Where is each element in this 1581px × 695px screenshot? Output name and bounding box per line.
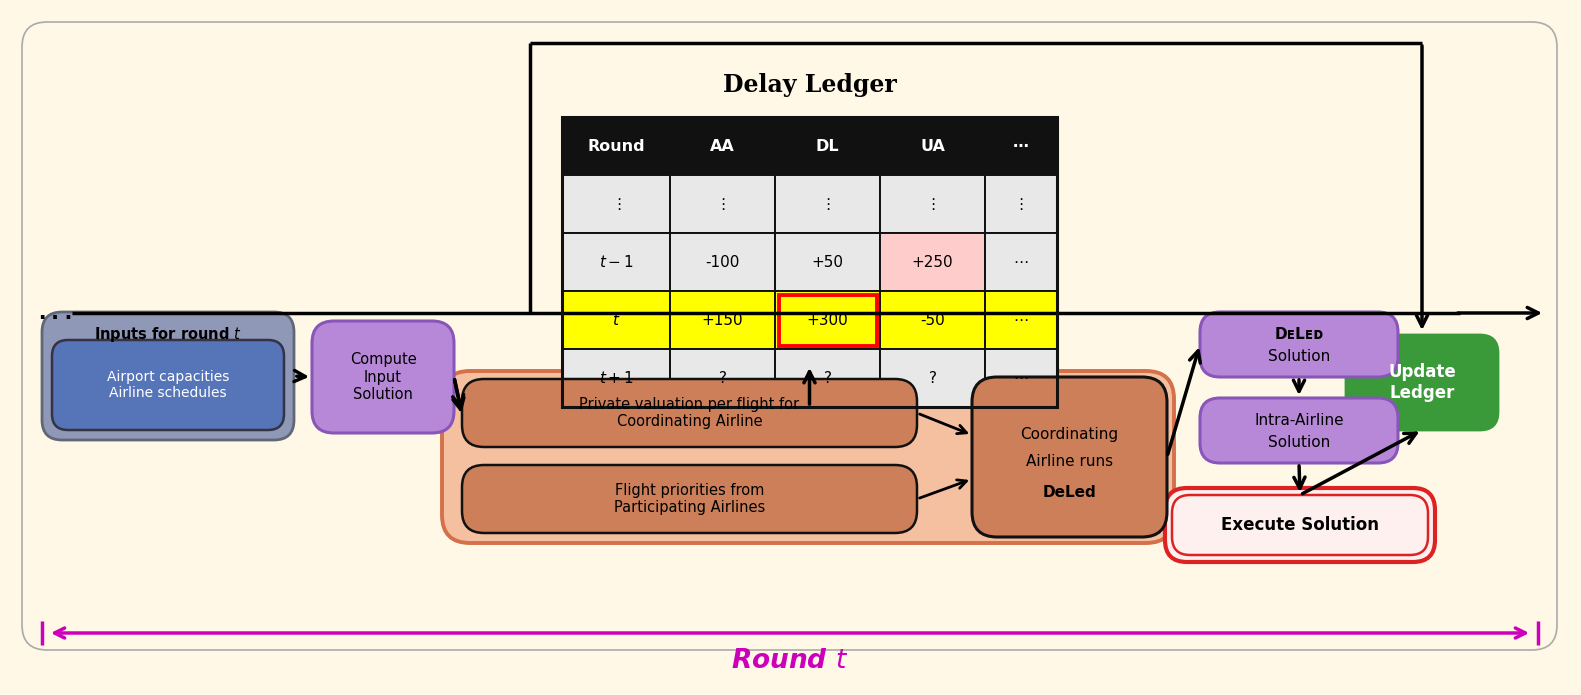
Text: ⋯: ⋯: [1013, 254, 1029, 270]
Text: ?: ?: [928, 370, 936, 386]
Text: ⋮: ⋮: [1013, 197, 1029, 211]
Text: +250: +250: [912, 254, 953, 270]
Text: Round $t$: Round $t$: [732, 648, 849, 674]
Bar: [670, 175, 775, 233]
Bar: [881, 233, 985, 291]
Text: $t-1$: $t-1$: [599, 254, 634, 270]
Text: ⋮: ⋮: [715, 197, 730, 211]
Text: Airport capacities
Airline schedules: Airport capacities Airline schedules: [108, 370, 229, 400]
FancyBboxPatch shape: [972, 377, 1167, 537]
Bar: [985, 175, 1058, 233]
Text: Coordinating: Coordinating: [1020, 427, 1119, 443]
Text: Private valuation per flight for
Coordinating Airline: Private valuation per flight for Coordin…: [580, 397, 800, 430]
Text: $t$: $t$: [612, 312, 620, 328]
Text: Intra-Airline: Intra-Airline: [1254, 413, 1344, 428]
Text: Airline runs: Airline runs: [1026, 455, 1113, 470]
Text: AA: AA: [710, 138, 735, 154]
Text: +50: +50: [811, 254, 844, 270]
FancyBboxPatch shape: [1345, 335, 1499, 430]
FancyBboxPatch shape: [52, 340, 285, 430]
Bar: [881, 349, 985, 407]
Text: ⋯: ⋯: [1013, 138, 1029, 154]
Text: DeLed: DeLed: [1042, 484, 1096, 500]
Bar: [561, 117, 670, 175]
Text: ⋮: ⋮: [925, 197, 941, 211]
Text: ⋯: ⋯: [1013, 370, 1029, 386]
Bar: [775, 117, 881, 175]
Bar: [775, 349, 881, 407]
FancyBboxPatch shape: [1200, 398, 1398, 463]
Bar: [670, 291, 775, 349]
Text: Solution: Solution: [1268, 435, 1330, 450]
Bar: [775, 233, 881, 291]
Text: Compute
Input
Solution: Compute Input Solution: [349, 352, 416, 402]
Text: Solution: Solution: [1268, 349, 1330, 364]
Text: $\vdots$: $\vdots$: [610, 196, 621, 212]
Bar: [670, 349, 775, 407]
Text: Round: Round: [587, 138, 645, 154]
Text: ?: ?: [824, 370, 832, 386]
FancyBboxPatch shape: [462, 465, 917, 533]
FancyBboxPatch shape: [43, 312, 294, 440]
Text: Inputs for round $t$: Inputs for round $t$: [93, 325, 242, 343]
Bar: [881, 291, 985, 349]
Bar: [985, 349, 1058, 407]
FancyBboxPatch shape: [22, 22, 1557, 650]
Text: DᴇLᴇᴅ: DᴇLᴇᴅ: [1274, 327, 1323, 342]
Text: Flight priorities from
Participating Airlines: Flight priorities from Participating Air…: [613, 483, 765, 515]
Text: Update
Ledger: Update Ledger: [1388, 363, 1456, 402]
Text: -50: -50: [920, 313, 945, 327]
Text: DL: DL: [816, 138, 840, 154]
FancyBboxPatch shape: [1200, 312, 1398, 377]
Text: Execute Solution: Execute Solution: [1221, 516, 1379, 534]
Bar: [985, 291, 1058, 349]
FancyBboxPatch shape: [311, 321, 454, 433]
Text: ...: ...: [35, 303, 74, 323]
Bar: [778, 295, 876, 345]
Bar: [775, 291, 881, 349]
FancyBboxPatch shape: [443, 371, 1175, 543]
Bar: [775, 175, 881, 233]
Text: ⋮: ⋮: [821, 197, 835, 211]
FancyBboxPatch shape: [1172, 495, 1428, 555]
Text: ⋯: ⋯: [1013, 313, 1029, 327]
Bar: [561, 233, 670, 291]
Bar: [561, 175, 670, 233]
Text: Delay Ledger: Delay Ledger: [723, 73, 896, 97]
Bar: [561, 117, 1058, 407]
Text: $t+1$: $t+1$: [599, 370, 634, 386]
Text: +150: +150: [702, 313, 743, 327]
Bar: [985, 117, 1058, 175]
Text: +300: +300: [806, 313, 849, 327]
Text: -100: -100: [705, 254, 740, 270]
Bar: [881, 117, 985, 175]
FancyBboxPatch shape: [462, 379, 917, 447]
Bar: [670, 117, 775, 175]
Text: UA: UA: [920, 138, 945, 154]
Text: ?: ?: [718, 370, 727, 386]
FancyBboxPatch shape: [1165, 488, 1436, 562]
Bar: [561, 349, 670, 407]
Bar: [561, 291, 670, 349]
Bar: [985, 233, 1058, 291]
Bar: [881, 175, 985, 233]
Bar: [670, 233, 775, 291]
